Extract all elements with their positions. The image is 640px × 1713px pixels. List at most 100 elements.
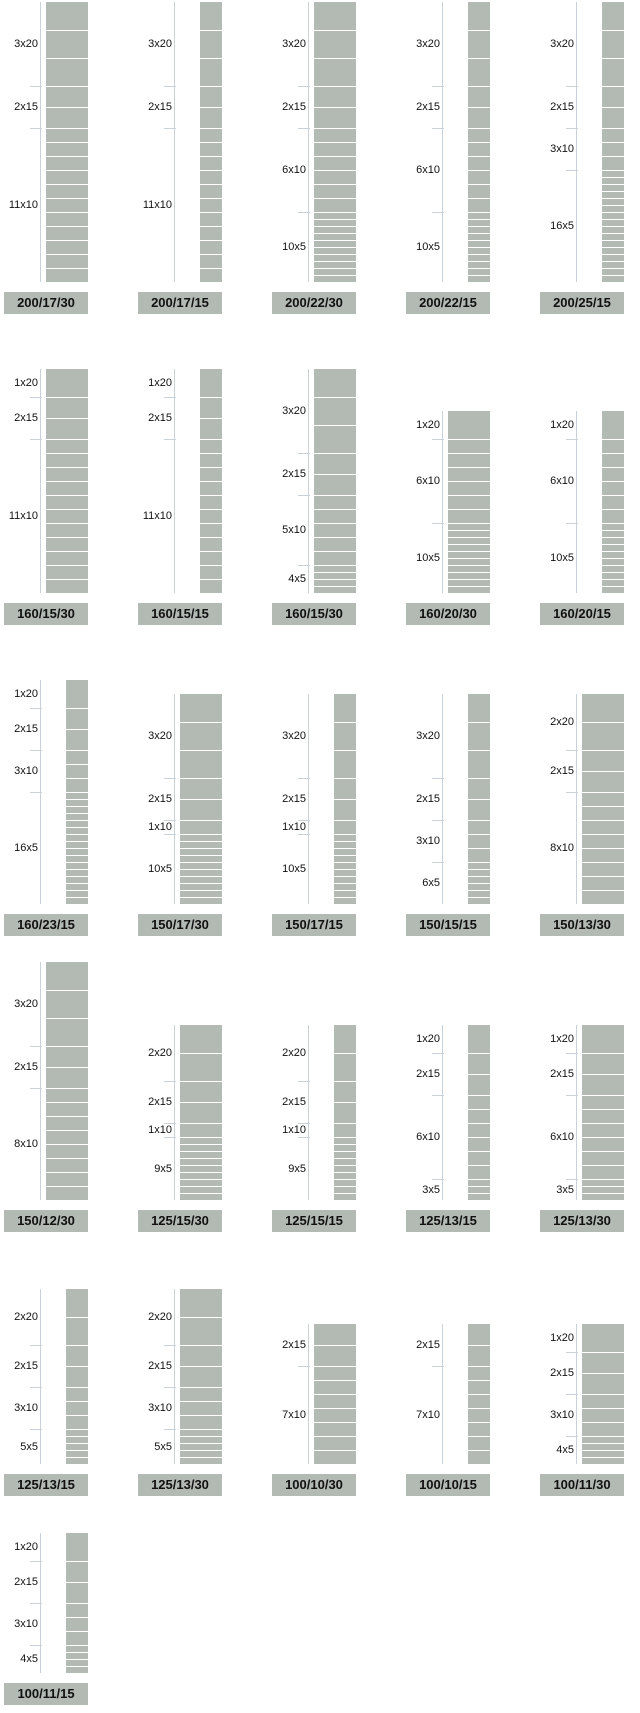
slat-divider bbox=[582, 805, 624, 807]
slat-divider bbox=[180, 896, 222, 898]
slat-divider bbox=[180, 1316, 222, 1318]
slat-divider bbox=[468, 1136, 490, 1138]
segment-boundary-tick bbox=[30, 1645, 42, 1646]
slat-divider bbox=[334, 777, 356, 779]
slat-divider bbox=[46, 1115, 88, 1117]
slat-divider bbox=[314, 564, 356, 566]
profile-code-label: 125/15/30 bbox=[138, 1210, 222, 1232]
slat-divider bbox=[448, 564, 490, 566]
slat-divider bbox=[314, 239, 356, 241]
slat-divider bbox=[180, 861, 222, 863]
slat-divider bbox=[180, 1143, 222, 1145]
slat-divider bbox=[314, 424, 356, 426]
slat-divider bbox=[200, 253, 222, 255]
slat-divider bbox=[314, 578, 356, 580]
segment-boundary-tick bbox=[566, 750, 578, 751]
profile-bar bbox=[180, 694, 222, 904]
slat-divider bbox=[602, 274, 624, 276]
slat-divider bbox=[468, 889, 490, 891]
segment-label: 3x20 bbox=[550, 38, 574, 50]
slat-divider bbox=[468, 847, 490, 849]
slat-divider bbox=[200, 536, 222, 538]
profile-code-label: 200/22/15 bbox=[406, 292, 490, 314]
slat-divider bbox=[200, 239, 222, 241]
slat-divider bbox=[46, 466, 88, 468]
slat-divider bbox=[582, 861, 624, 863]
slat-divider bbox=[46, 1045, 88, 1047]
segment-label: 1x10 bbox=[148, 1124, 172, 1136]
slat-divider bbox=[582, 791, 624, 793]
slat-divider bbox=[468, 721, 490, 723]
slat-divider bbox=[602, 529, 624, 531]
slat-divider bbox=[334, 1136, 356, 1138]
profile-bar bbox=[468, 1324, 490, 1464]
slat-divider bbox=[46, 197, 88, 199]
slat-divider bbox=[582, 1178, 624, 1180]
dimension-rail bbox=[442, 694, 443, 904]
segment-label: 2x15 bbox=[14, 1360, 38, 1372]
slat-divider bbox=[46, 508, 88, 510]
slat-divider bbox=[602, 452, 624, 454]
segment-label: 10x5 bbox=[282, 863, 306, 875]
segment-label: 3x10 bbox=[550, 1409, 574, 1421]
segment-boundary-tick bbox=[566, 792, 578, 793]
slat-divider bbox=[468, 155, 490, 157]
slat-divider bbox=[602, 29, 624, 31]
segment-label: 1x20 bbox=[550, 419, 574, 431]
slat-divider bbox=[314, 183, 356, 185]
profile-bar bbox=[200, 2, 222, 282]
slat-divider bbox=[66, 1651, 88, 1653]
segment-label: 8x10 bbox=[14, 1138, 38, 1150]
segment-label: 10x5 bbox=[148, 863, 172, 875]
slat-divider bbox=[180, 1185, 222, 1187]
profile-code-label: 100/11/30 bbox=[540, 1474, 624, 1496]
slat-divider bbox=[448, 578, 490, 580]
profile-bar bbox=[66, 680, 88, 904]
slat-divider bbox=[602, 564, 624, 566]
slat-divider bbox=[468, 1393, 490, 1395]
slat-divider bbox=[46, 550, 88, 552]
slat-divider bbox=[180, 777, 222, 779]
slat-divider bbox=[582, 819, 624, 821]
segment-label: 1x20 bbox=[14, 377, 38, 389]
profile-bar bbox=[314, 1324, 356, 1464]
slat-divider bbox=[46, 1171, 88, 1173]
slat-divider bbox=[66, 1449, 88, 1451]
slat-divider bbox=[314, 169, 356, 171]
segment-label: 5x5 bbox=[20, 1440, 38, 1453]
segment-label: 4x5 bbox=[288, 573, 306, 585]
slat-divider bbox=[200, 508, 222, 510]
slat-divider bbox=[334, 1171, 356, 1173]
profile-bar bbox=[66, 1289, 88, 1464]
segment-boundary-tick bbox=[566, 1053, 578, 1054]
slat-divider bbox=[180, 1164, 222, 1166]
dimension-rail bbox=[576, 411, 577, 593]
slat-divider bbox=[448, 522, 490, 524]
slat-divider bbox=[468, 875, 490, 877]
slat-divider bbox=[468, 1185, 490, 1187]
slat-divider bbox=[180, 889, 222, 891]
slat-divider bbox=[448, 466, 490, 468]
profile-panel: 3x20 2x15 3x10 16x5 200/25/15 bbox=[540, 0, 640, 1713]
segment-boundary-tick bbox=[298, 212, 310, 213]
slat-divider bbox=[468, 1344, 490, 1346]
slat-divider bbox=[180, 847, 222, 849]
slat-divider bbox=[314, 57, 356, 59]
slat-divider bbox=[334, 1122, 356, 1124]
slat-divider bbox=[602, 494, 624, 496]
profile-panel: 1x20 2x15 11x10 160/15/30 bbox=[4, 0, 130, 1713]
dimension-rail bbox=[40, 369, 41, 593]
slat-divider bbox=[582, 1136, 624, 1138]
slat-divider bbox=[180, 1178, 222, 1180]
slat-divider bbox=[46, 253, 88, 255]
slat-divider bbox=[200, 85, 222, 87]
segment-label: 7x10 bbox=[416, 1409, 440, 1421]
slat-divider bbox=[314, 1449, 356, 1451]
dimension-rail bbox=[576, 1025, 577, 1200]
profile-bar bbox=[582, 1025, 624, 1200]
slat-divider bbox=[468, 29, 490, 31]
segment-label: 6x10 bbox=[550, 1131, 574, 1143]
slat-divider bbox=[448, 585, 490, 587]
segment-label: 2x15 bbox=[14, 1061, 38, 1073]
dimension-rail bbox=[576, 694, 577, 904]
